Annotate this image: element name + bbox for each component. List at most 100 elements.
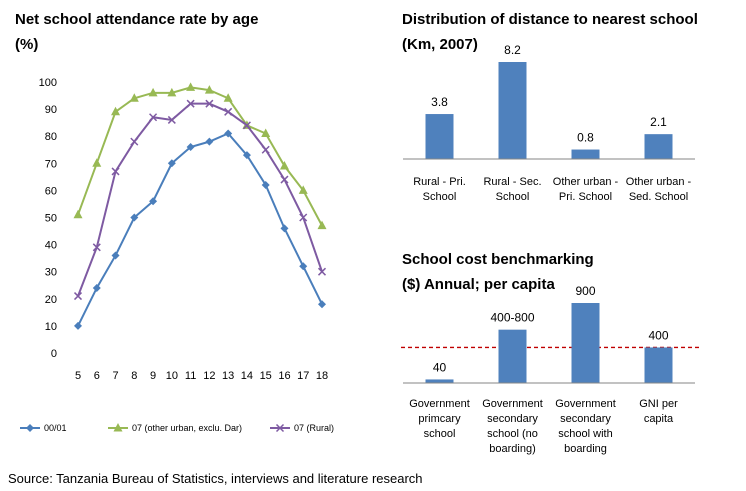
bar-value-label: 400-800: [490, 311, 534, 325]
bar-value-label: 900: [575, 284, 595, 298]
bar: [425, 379, 454, 383]
data-point: [186, 82, 196, 91]
y-tick-label: 60: [45, 185, 57, 197]
category-label: secondary: [560, 413, 611, 425]
bar: [425, 114, 454, 159]
data-point: [317, 220, 327, 230]
y-tick-label: 40: [45, 240, 57, 252]
bar-value-label: 2.1: [650, 115, 667, 129]
legend-label: 07 (other urban, exclu. Dar): [132, 423, 242, 433]
bar: [644, 347, 673, 383]
data-point: [204, 85, 214, 94]
category-label: Government: [482, 398, 543, 410]
distance-bar-chart: 3.8 Rural - Pri. School 8.2 Rural - Sec. Scho…: [403, 43, 695, 203]
y-tick-label: 10: [45, 321, 57, 333]
line-chart-title-line1: Net school attendance rate by age: [15, 11, 258, 28]
data-point: [129, 93, 139, 102]
data-point: [92, 243, 101, 252]
legend-marker: [113, 423, 123, 432]
distance-chart-title-line2: (Km, 2007): [402, 36, 478, 53]
data-point: [167, 115, 176, 124]
data-point: [149, 197, 158, 206]
y-tick-label: 50: [45, 213, 57, 225]
data-point: [223, 93, 233, 102]
bar: [498, 329, 527, 383]
data-point: [261, 128, 271, 137]
x-tick-label: 7: [112, 370, 118, 382]
category-label: primcary: [418, 413, 461, 425]
data-point: [299, 213, 308, 222]
bar-value-label: 8.2: [504, 43, 521, 57]
category-label: boarding): [489, 443, 535, 455]
y-tick-label: 70: [45, 158, 57, 170]
data-point: [92, 283, 101, 292]
data-point: [224, 107, 233, 116]
category-label: Other urban -: [553, 176, 619, 188]
legend-marker: [26, 424, 34, 432]
data-point: [149, 113, 158, 122]
category-label: school: [424, 428, 456, 440]
legend-marker: [275, 423, 285, 433]
x-tick-label: 6: [94, 370, 100, 382]
data-point: [242, 121, 251, 130]
category-label: Sed. School: [629, 191, 688, 203]
category-label: Government: [555, 398, 616, 410]
x-tick-label: 12: [203, 370, 215, 382]
data-point: [242, 151, 251, 160]
data-point: [205, 137, 214, 146]
category-label: Pri. School: [559, 191, 612, 203]
bar: [498, 62, 527, 159]
bar: [571, 303, 600, 383]
x-tick-label: 14: [241, 370, 253, 382]
bar-value-label: 400: [648, 328, 668, 342]
data-point: [318, 300, 326, 309]
data-point: [298, 185, 308, 194]
source-note: Source: Tanzania Bureau of Statistics, i…: [8, 471, 423, 486]
data-point: [130, 213, 139, 222]
y-tick-label: 0: [51, 348, 57, 360]
category-label: secondary: [487, 413, 538, 425]
x-tick-label: 17: [297, 370, 309, 382]
data-point: [73, 292, 83, 301]
x-tick-label: 5: [75, 370, 81, 382]
legend-label: 07 (Rural): [294, 423, 334, 433]
x-tick-label: 8: [131, 370, 137, 382]
x-tick-label: 13: [222, 370, 234, 382]
data-point: [74, 321, 82, 330]
category-label: Government: [409, 398, 470, 410]
data-point: [130, 137, 139, 146]
data-point: [167, 87, 177, 97]
y-tick-label: 20: [45, 294, 57, 306]
category-label: Other urban -: [626, 176, 692, 188]
data-point: [167, 159, 176, 168]
data-point: [261, 145, 270, 154]
x-tick-label: 10: [166, 370, 178, 382]
data-point: [186, 99, 195, 108]
data-point: [280, 224, 289, 233]
legend-label: 00/01: [44, 423, 67, 433]
x-tick-label: 16: [278, 370, 290, 382]
x-tick-label: 9: [150, 370, 156, 382]
bar-value-label: 0.8: [577, 131, 594, 145]
category-label: Rural - Sec.: [483, 176, 541, 188]
series-line-2: [77, 102, 323, 297]
bar: [571, 149, 600, 159]
data-point: [299, 262, 308, 271]
x-tick-label: 15: [260, 370, 272, 382]
data-point: [205, 99, 214, 108]
distance-chart-title-line1: Distribution of distance to nearest scho…: [402, 11, 698, 28]
bar: [644, 134, 673, 159]
series-line-1: [77, 86, 323, 227]
bar-value-label: 3.8: [431, 95, 448, 109]
data-point: [73, 209, 83, 219]
category-label: school (no: [487, 428, 538, 440]
attendance-line-chart: 0 10 20 30 40 50 60 70 80 90 100 5 6 7 8 9 10 11 12 13 14 15 1…: [20, 77, 334, 433]
y-tick-label: 80: [45, 131, 57, 143]
data-point: [279, 161, 289, 170]
category-label: school with: [558, 428, 612, 440]
x-tick-label: 18: [316, 370, 328, 382]
bar-value-label: 40: [433, 360, 447, 374]
x-tick-label: 11: [185, 370, 196, 382]
data-point: [261, 180, 270, 189]
